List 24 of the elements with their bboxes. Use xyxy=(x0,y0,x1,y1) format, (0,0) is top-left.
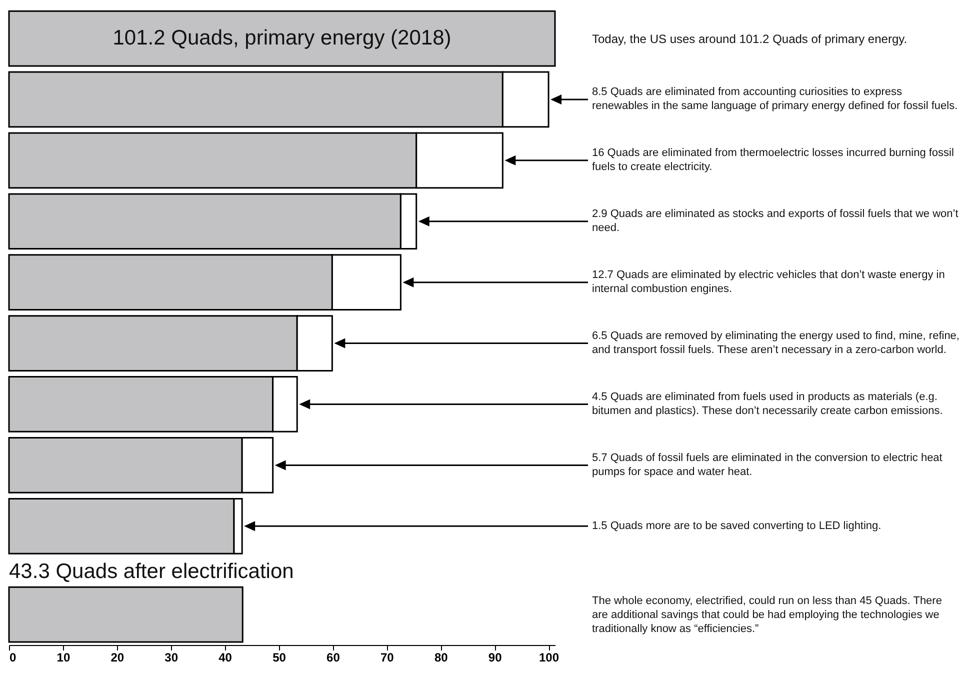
text: The whole economy, electrified, could run on less than 45 Quads. There are additional savings that could be had employing the technologies we traditionally know as “efficiencies.” xyxy=(592,594,943,636)
x-tick-label: 30 xyxy=(164,650,178,664)
x-tick-label: 60 xyxy=(326,650,340,664)
data-label: 43.3 Quads after electrification xyxy=(9,560,294,584)
x-tick-label: 20 xyxy=(110,650,124,664)
x-tick-label: 0 xyxy=(10,650,16,664)
data-label: 101.2 Quads, primary energy (2018) xyxy=(112,26,452,50)
text: 16 Quads are eliminated from thermoelectric losses incurred burning fossil fuels to create electricity. xyxy=(592,146,955,174)
text: 5.7 Quads of fossil fuels are eliminated in the conversion to electric heat pumps for space and water heat. xyxy=(592,451,944,480)
text: 4.5 Quads are eliminated from fuels used in products as materials (e.g. bitumen and plastics). These don’t necessarily create carbon emissions. xyxy=(592,390,944,418)
x-tick-label: 40 xyxy=(218,650,232,664)
text: 6.5 Quads are removed by eliminating the energy used to find, mine, refine, and transport fossil fuels. These aren’t necessary in a zero-carbon world. xyxy=(592,329,960,358)
text: 12.7 Quads are eliminated by electric vehicles that don’t waste energy in internal combustion engines. xyxy=(592,268,946,296)
x-tick-label: 100 xyxy=(539,650,560,664)
text: 8.5 Quads are eliminated from accounting curiosities to express renewables in the same language of primary energy defined for fossil fuels. xyxy=(592,85,959,114)
bar xyxy=(8,10,556,67)
x-tick-label: 80 xyxy=(434,650,448,664)
text: 2.9 Quads are eliminated as stocks and exports of fossil fuels that we won’t need. xyxy=(592,207,960,236)
text: 1.5 Quads more are to be saved converting to LED lighting. xyxy=(592,519,882,534)
x-tick-label: 90 xyxy=(488,650,502,664)
x-tick-label: 50 xyxy=(272,650,286,664)
x-tick-label: 70 xyxy=(380,650,394,664)
x-tick-label: 10 xyxy=(56,650,70,664)
text: Today, the US uses around 101.2 Quads of primary energy. xyxy=(592,32,908,46)
